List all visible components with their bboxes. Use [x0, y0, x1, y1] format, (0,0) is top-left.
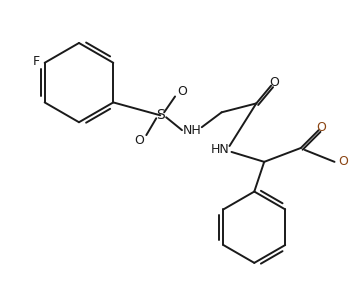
- Text: O: O: [338, 155, 348, 168]
- Text: O: O: [317, 121, 327, 134]
- Text: O: O: [177, 85, 187, 98]
- Text: HN: HN: [210, 143, 229, 157]
- Text: O: O: [134, 133, 144, 147]
- Text: O: O: [269, 76, 279, 89]
- Text: NH: NH: [182, 124, 201, 137]
- Text: F: F: [33, 55, 40, 68]
- Text: S: S: [156, 108, 165, 122]
